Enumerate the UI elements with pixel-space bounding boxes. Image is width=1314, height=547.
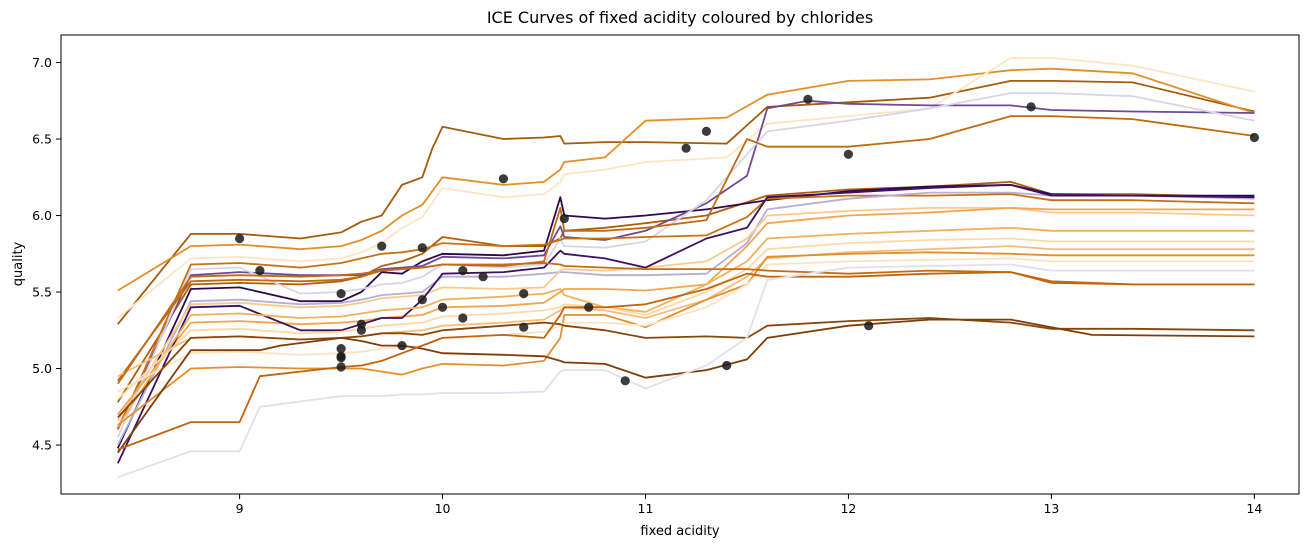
ice-line-14 xyxy=(117,237,1255,400)
ice-line-19 xyxy=(117,262,1255,385)
y-tick-label-1: 5.0 xyxy=(32,361,52,376)
observation-point-3 xyxy=(336,344,346,354)
plot-area xyxy=(116,57,1259,479)
observation-point-20 xyxy=(559,214,569,224)
observation-point-25 xyxy=(722,360,732,371)
observation-point-29 xyxy=(1026,102,1036,112)
x-tick-label-4: 13 xyxy=(1043,501,1059,516)
y-tick-label-3: 6.0 xyxy=(32,208,52,223)
observation-point-16 xyxy=(478,272,488,282)
ice-line-15 xyxy=(117,245,1255,377)
ice-line-13 xyxy=(117,226,1255,428)
x-tick-label-3: 12 xyxy=(840,501,856,516)
ice-line-4 xyxy=(116,184,1255,449)
ice-lines xyxy=(116,57,1255,479)
x-axis-label: fixed acidity xyxy=(640,524,720,539)
ice-line-10 xyxy=(117,207,1255,422)
x-tick-label-5: 14 xyxy=(1246,501,1262,516)
observation-point-12 xyxy=(417,295,427,305)
ice-line-11 xyxy=(117,207,1255,415)
ice-line-2 xyxy=(117,57,1255,319)
ice-line-9 xyxy=(116,191,1255,446)
ice-line-20 xyxy=(117,318,1255,454)
x-tick-label-1: 10 xyxy=(435,501,451,516)
observation-point-6 xyxy=(336,362,346,372)
axes-frame xyxy=(60,34,1300,495)
observation-point-0 xyxy=(235,233,245,244)
observation-point-9 xyxy=(377,241,387,251)
observation-point-27 xyxy=(843,149,854,159)
observation-point-24 xyxy=(701,126,712,136)
x-axis-ticks: 9 10 11 12 13 14 xyxy=(236,494,1262,516)
y-tick-label-0: 4.5 xyxy=(32,438,52,453)
observation-point-23 xyxy=(681,143,691,153)
ice-line-22 xyxy=(117,263,1255,479)
observation-point-21 xyxy=(584,302,594,312)
observation-point-28 xyxy=(864,321,874,331)
observation-point-5 xyxy=(336,353,346,363)
observation-point-19 xyxy=(519,322,529,332)
observation-point-14 xyxy=(458,266,468,276)
observation-point-11 xyxy=(417,243,427,253)
ice-line-7 xyxy=(117,115,1255,382)
observation-point-17 xyxy=(498,174,508,184)
observation-point-18 xyxy=(519,289,529,299)
observation-point-8 xyxy=(356,325,366,335)
observation-point-22 xyxy=(620,376,630,386)
ice-line-12 xyxy=(116,184,1255,464)
y-axis-ticks: 4.5 5.0 5.5 6.0 6.5 7.0 xyxy=(32,55,61,453)
chart-title: ICE Curves of fixed acidity coloured by … xyxy=(487,8,873,27)
y-axis-label: quality xyxy=(11,241,26,286)
y-tick-label-5: 7.0 xyxy=(32,55,52,70)
observation-point-13 xyxy=(437,302,448,312)
observation-point-2 xyxy=(336,289,346,299)
y-tick-label-4: 6.5 xyxy=(32,132,52,147)
observation-points xyxy=(235,94,1259,386)
observation-point-30 xyxy=(1249,132,1259,143)
x-tick-label-0: 9 xyxy=(236,501,244,516)
ice-line-0 xyxy=(117,80,1255,325)
ice-line-1 xyxy=(117,67,1255,292)
observation-point-26 xyxy=(803,94,813,104)
observation-point-15 xyxy=(458,313,468,323)
x-tick-label-2: 11 xyxy=(638,501,654,516)
observation-point-1 xyxy=(255,266,265,276)
observation-point-10 xyxy=(397,341,407,351)
y-tick-label-2: 5.5 xyxy=(32,285,52,300)
ice-line-8 xyxy=(116,193,1255,431)
